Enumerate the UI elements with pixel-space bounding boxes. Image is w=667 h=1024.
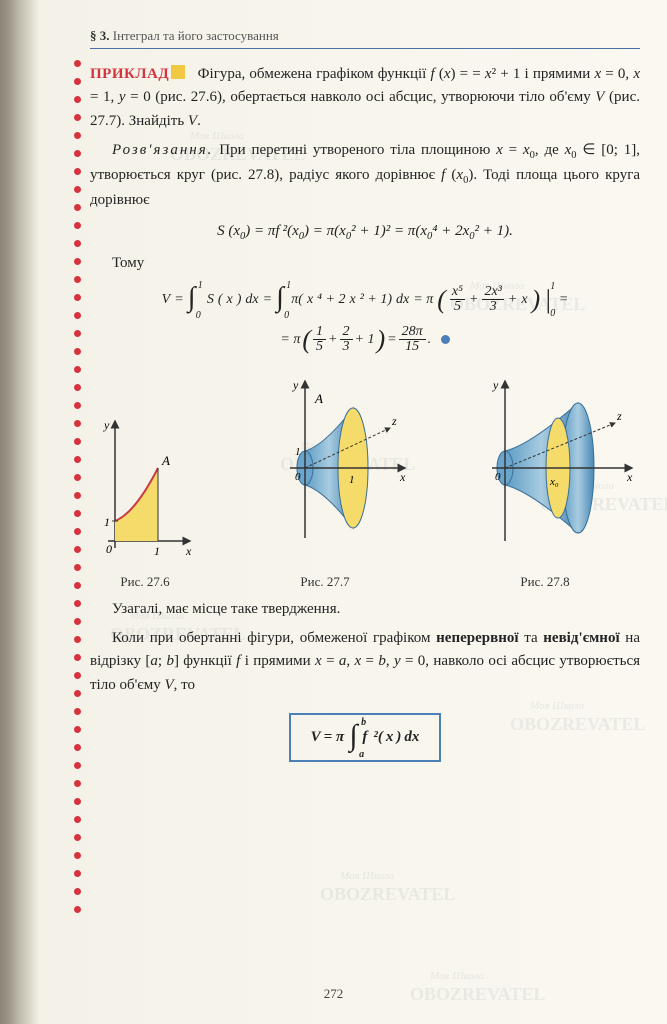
svg-text:x: x: [626, 470, 633, 484]
theorem-paragraph: Коли при обертанні фігури, обмеженої гра…: [90, 627, 640, 697]
svg-text:1: 1: [349, 474, 355, 486]
svg-text:z: z: [391, 414, 397, 428]
solution-lead: Розв'язання.: [112, 142, 213, 158]
svg-text:x₀: x₀: [549, 476, 559, 488]
watermark-small: Моя Школа: [430, 970, 484, 982]
textbook-page: Моя Школа OBOZREVATEL Моя Школа OBOZREVA…: [0, 0, 667, 1024]
svg-text:y: y: [492, 378, 499, 392]
svg-text:0: 0: [295, 471, 301, 483]
section-title: Інтеграл та його застосування: [113, 28, 279, 43]
svg-text:A: A: [161, 453, 170, 468]
figure-27-6: 1 0 1 x y A Рис. 27.6: [90, 413, 200, 590]
svg-text:y: y: [292, 378, 299, 392]
watermark-small: Моя Школа: [340, 870, 394, 882]
page-number: 272: [0, 986, 667, 1002]
svg-text:x: x: [185, 544, 192, 558]
fig-27-7-caption: Рис. 27.7: [235, 574, 415, 590]
figure-27-6-svg: 1 0 1 x y A: [90, 413, 200, 563]
boxed-formula: V = π ∫ b a f ²(x) dx: [289, 713, 442, 762]
figure-27-7: y x z A 1 0 1 Рис. 27.7: [235, 373, 415, 590]
figures-row: 1 0 1 x y A Рис. 27.6: [90, 373, 640, 590]
example-paragraph: ПРИКЛАД Фігура, обмежена графіком функці…: [90, 63, 640, 133]
general-statement-intro: Узагалі, має місце таке твердження.: [90, 598, 640, 621]
formula-volume-1: V = ∫ 1 0 S(x) dx = ∫ 1 0 π(x⁴ + 2x² + 1…: [90, 285, 640, 315]
end-proof-icon: [441, 335, 450, 344]
formula-volume-2: = π ( 1 5 + 2 3 + 1 ) = 28π 15 .: [90, 325, 640, 355]
figure-27-8: y x z 0 x₀ Рис. 27.8: [450, 373, 640, 590]
fig-27-6-caption: Рис. 27.6: [90, 574, 200, 590]
solution-paragraph: Розв'язання. При перетині утвореного тіл…: [90, 139, 640, 213]
therefore-label: Тому: [90, 252, 640, 275]
svg-text:z: z: [616, 409, 622, 423]
section-number: § 3.: [90, 28, 110, 43]
page-content: § 3. Інтеграл та його застосування ПРИКЛ…: [90, 28, 640, 778]
svg-text:0: 0: [495, 471, 501, 483]
red-dots-margin: [74, 60, 82, 930]
example-marker-icon: [171, 65, 185, 79]
svg-text:1: 1: [295, 446, 301, 458]
svg-text:0: 0: [106, 542, 112, 556]
svg-text:A: A: [314, 391, 323, 406]
example-label: ПРИКЛАД: [90, 63, 169, 86]
formula-area: S (x0) = πf ²(x0) = π(x0² + 1)² = π(x0⁴ …: [90, 223, 640, 242]
svg-text:y: y: [103, 418, 110, 432]
figure-27-7-svg: y x z A 1 0 1: [235, 373, 415, 563]
boxed-formula-container: V = π ∫ b a f ²(x) dx: [90, 713, 640, 762]
fig-27-8-caption: Рис. 27.8: [450, 574, 640, 590]
svg-text:1: 1: [154, 544, 160, 558]
figure-27-8-svg: y x z 0 x₀: [450, 373, 640, 563]
header-rule: [90, 48, 640, 49]
svg-text:x: x: [399, 470, 406, 484]
section-header: § 3. Інтеграл та його застосування: [90, 28, 640, 44]
svg-text:1: 1: [104, 515, 110, 529]
watermark-big: OBOZREVATEL: [320, 884, 455, 905]
